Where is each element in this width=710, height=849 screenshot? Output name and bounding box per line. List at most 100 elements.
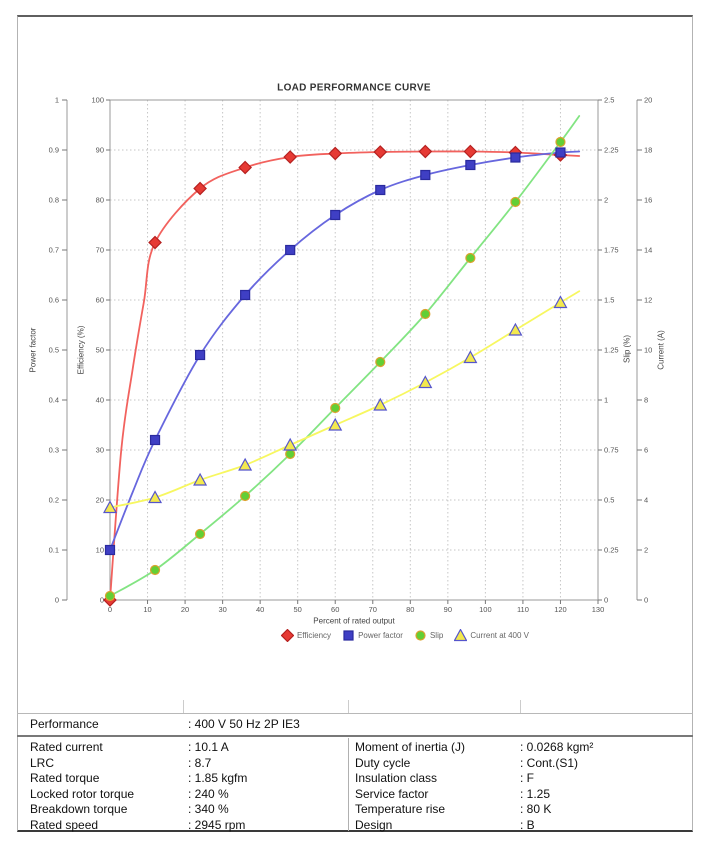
power-factor-tick-label: 0.1 xyxy=(49,546,59,555)
efficiency-tick-label: 30 xyxy=(96,446,104,455)
table-row: Breakdown torque: 340 % xyxy=(30,802,247,818)
data-point-diamond xyxy=(373,145,388,159)
efficiency-tick-label: 20 xyxy=(96,496,104,505)
axis-title-current: Current (A) xyxy=(656,330,666,370)
legend-label: Current at 400 V xyxy=(470,630,530,640)
data-point-diamond xyxy=(463,144,478,159)
spec-label: Temperature rise xyxy=(355,802,446,816)
load-performance-chart: 0 10 20 30 40 50 60 70 80 90 100 110 120 130010203040… xyxy=(49,96,653,615)
table-column-tick xyxy=(520,700,521,713)
data-point-diamond xyxy=(148,235,162,250)
current-tick-label: 4 xyxy=(644,496,648,505)
x-tick-label: 20 xyxy=(181,605,189,614)
efficiency-tick-label: 0 xyxy=(100,596,104,605)
data-point-triangle xyxy=(238,457,253,471)
data-point-circle xyxy=(555,136,566,148)
table-mid-rule xyxy=(17,735,693,737)
slip-tick-label: 0.25 xyxy=(604,546,619,555)
legend-label: Slip xyxy=(429,630,444,640)
spec-label: Rated current xyxy=(30,740,103,754)
data-point-square xyxy=(465,159,476,171)
power-factor-tick-label: 0.7 xyxy=(49,246,59,255)
performance-label: Performance xyxy=(30,717,99,731)
data-point-diamond xyxy=(328,146,343,161)
series-line-efficiency xyxy=(109,150,581,601)
current-tick-label: 18 xyxy=(644,146,652,155)
data-point-triangle xyxy=(283,437,298,451)
spec-label: Service factor xyxy=(355,786,429,801)
spec-label: Moment of inertia (J) xyxy=(355,740,466,754)
x-tick-label: 80 xyxy=(406,605,414,614)
slip-tick-label: 1.75 xyxy=(604,246,619,255)
slip-tick-label: 1.25 xyxy=(604,346,619,355)
table-row: Moment of inertia (J) : 0.0268 kgm² xyxy=(355,740,593,756)
spec-table-left-column: Rated current: 10.1 A LRC: 8.7 Rated torqu… xyxy=(30,740,247,833)
data-point-diamond xyxy=(283,150,298,164)
x-tick-label: 70 xyxy=(369,605,377,614)
x-tick-label: 130 xyxy=(592,605,605,614)
slip-tick-label: 0.75 xyxy=(604,446,619,455)
efficiency-tick-label: 100 xyxy=(91,96,104,105)
efficiency-tick-label: 60 xyxy=(96,296,104,305)
efficiency-tick-label: 40 xyxy=(96,396,104,405)
spec-value: : 240 % xyxy=(188,786,229,801)
legend-square-icon xyxy=(343,629,354,641)
slip-tick-label: 1.5 xyxy=(604,296,614,305)
x-tick-label: 110 xyxy=(517,605,529,614)
efficiency-tick-label: 90 xyxy=(96,146,104,155)
data-point-circle xyxy=(415,629,426,641)
legend-circle-icon xyxy=(415,629,426,641)
data-point-square xyxy=(194,349,206,361)
spec-value: : 1.25 xyxy=(520,786,551,801)
data-point-square xyxy=(343,629,354,641)
data-point-triangle xyxy=(373,397,388,411)
axis-title-power-factor: Power factor xyxy=(28,327,38,373)
current-tick-label: 20 xyxy=(644,96,652,105)
data-point-triangle xyxy=(553,295,568,309)
table-row: Rated current: 10.1 A xyxy=(30,740,247,756)
data-point-square xyxy=(149,434,161,446)
current-tick-label: 12 xyxy=(644,296,652,305)
slip-tick-label: 2.25 xyxy=(604,146,619,155)
spec-value: : 0.0268 kgm² xyxy=(520,740,594,754)
current-tick-label: 2 xyxy=(644,546,648,555)
data-point-square xyxy=(240,289,251,301)
data-point-circle xyxy=(104,590,116,602)
table-column-tick xyxy=(183,700,184,713)
slip-tick-label: 2.5 xyxy=(604,96,614,105)
data-point-triangle xyxy=(148,490,163,504)
spec-label: Duty cycle xyxy=(355,755,411,770)
data-point-circle xyxy=(240,490,251,502)
data-point-square xyxy=(510,152,521,163)
legend-item-efficiency: Efficiency xyxy=(280,628,332,642)
legend-item-current: Current at 400 V xyxy=(454,628,530,642)
spec-value: : 1.85 kgfm xyxy=(188,771,248,785)
data-point-triangle xyxy=(328,417,343,431)
data-point-circle xyxy=(194,528,206,540)
spec-label: Design xyxy=(355,817,393,832)
power-factor-tick-label: 0 xyxy=(55,596,59,605)
efficiency-tick-label: 70 xyxy=(96,246,104,255)
page-frame xyxy=(17,15,693,832)
spec-label: LRC xyxy=(30,755,55,770)
chart-legend: Efficiency Power factor Slip Current at 400… xyxy=(95,627,710,643)
legend-label: Efficiency xyxy=(296,630,332,640)
data-point-diamond xyxy=(280,628,294,642)
data-point-diamond xyxy=(418,144,433,159)
power-factor-tick-label: 0.2 xyxy=(49,496,59,505)
data-point-circle xyxy=(330,402,341,414)
legend-diamond-icon xyxy=(280,628,294,642)
data-point-circle xyxy=(510,196,521,208)
spec-label: Rated torque xyxy=(30,771,100,785)
current-tick-label: 6 xyxy=(644,446,648,455)
spec-value: : 2945 rpm xyxy=(188,817,246,832)
data-point-square xyxy=(285,244,296,256)
table-row: Service factor : 1.25 xyxy=(355,787,593,803)
slip-tick-label: 0 xyxy=(604,596,608,605)
axis-title-efficiency: Efficiency (%) xyxy=(76,325,86,375)
spec-table-right-column: Moment of inertia (J) : 0.0268 kgm² Duty c… xyxy=(355,740,593,833)
data-point-square xyxy=(420,169,431,181)
data-point-diamond xyxy=(193,181,207,196)
x-tick-label: 120 xyxy=(554,605,567,614)
data-point-triangle xyxy=(454,628,468,641)
